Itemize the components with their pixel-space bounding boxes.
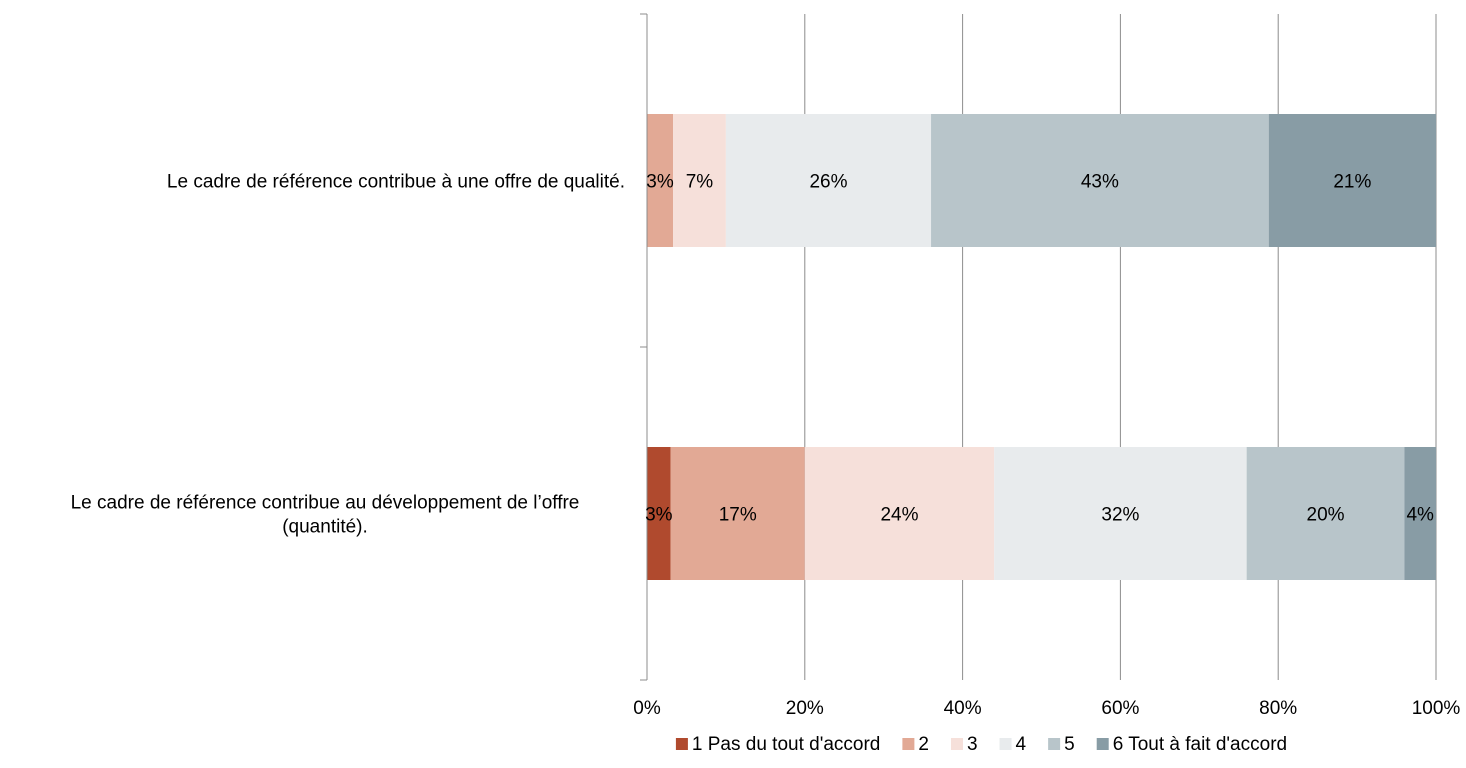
legend-swatch xyxy=(675,738,688,750)
data-label: 7% xyxy=(686,172,714,193)
x-tick-label: 0% xyxy=(633,698,661,719)
data-label: 4% xyxy=(1406,505,1434,526)
data-label: 32% xyxy=(1101,505,1139,526)
bars xyxy=(647,114,1436,580)
category-label: Le cadre de référence contribue à une of… xyxy=(167,172,625,193)
legend-swatch xyxy=(902,738,915,750)
category-label: (quantité). xyxy=(282,517,368,538)
legend-label: 5 xyxy=(1064,734,1075,755)
bar-segment xyxy=(1268,114,1436,247)
x-tick-label: 40% xyxy=(944,698,982,719)
x-tick-label: 100% xyxy=(1412,698,1461,719)
x-tick-label: 20% xyxy=(786,698,824,719)
x-tick-label: 80% xyxy=(1259,698,1297,719)
bar-segment xyxy=(673,114,726,247)
gridlines xyxy=(804,14,1437,680)
legend-label: 6 Tout à fait d'accord xyxy=(1113,734,1287,755)
legend-label: 4 xyxy=(1016,734,1027,755)
legend-swatch xyxy=(950,738,963,750)
category-label: Le cadre de référence contribue au dével… xyxy=(71,493,580,514)
data-label: 17% xyxy=(719,505,757,526)
legend-swatch xyxy=(1096,738,1109,750)
bar-segment xyxy=(725,114,932,247)
bar-segment xyxy=(994,447,1247,580)
legend-label: 3 xyxy=(967,734,978,755)
data-label: 3% xyxy=(646,172,674,193)
axes: 0% 20% 40% 60% 80% 100% Le cadre de référence … xyxy=(71,13,1461,719)
data-label: 26% xyxy=(809,172,847,193)
bar-segment xyxy=(1246,447,1405,580)
data-label: 43% xyxy=(1081,172,1119,193)
legend-label: 2 xyxy=(918,734,929,755)
data-label: 21% xyxy=(1333,172,1371,193)
bar-segment xyxy=(670,447,805,580)
data-label: 20% xyxy=(1307,505,1345,526)
bar-segment xyxy=(1404,447,1436,580)
bar-segment xyxy=(931,114,1269,247)
data-label: 3% xyxy=(645,505,673,526)
legend-swatch xyxy=(999,738,1012,750)
x-tick-label: 60% xyxy=(1101,698,1139,719)
data-label: 24% xyxy=(880,505,918,526)
bar-segment xyxy=(647,447,671,580)
bar-segment xyxy=(647,114,674,247)
legend-label: 1 Pas du tout d'accord xyxy=(692,734,880,755)
data-labels: 3% 7% 26% 43% 21% 3% 17% 24% 32% 20% 4% xyxy=(645,172,1434,526)
legend: 1 Pas du tout d'accord 2 3 4 5 6 Tout à fait … xyxy=(675,734,1287,755)
bar-segment xyxy=(804,447,995,580)
legend-swatch xyxy=(1048,738,1061,750)
